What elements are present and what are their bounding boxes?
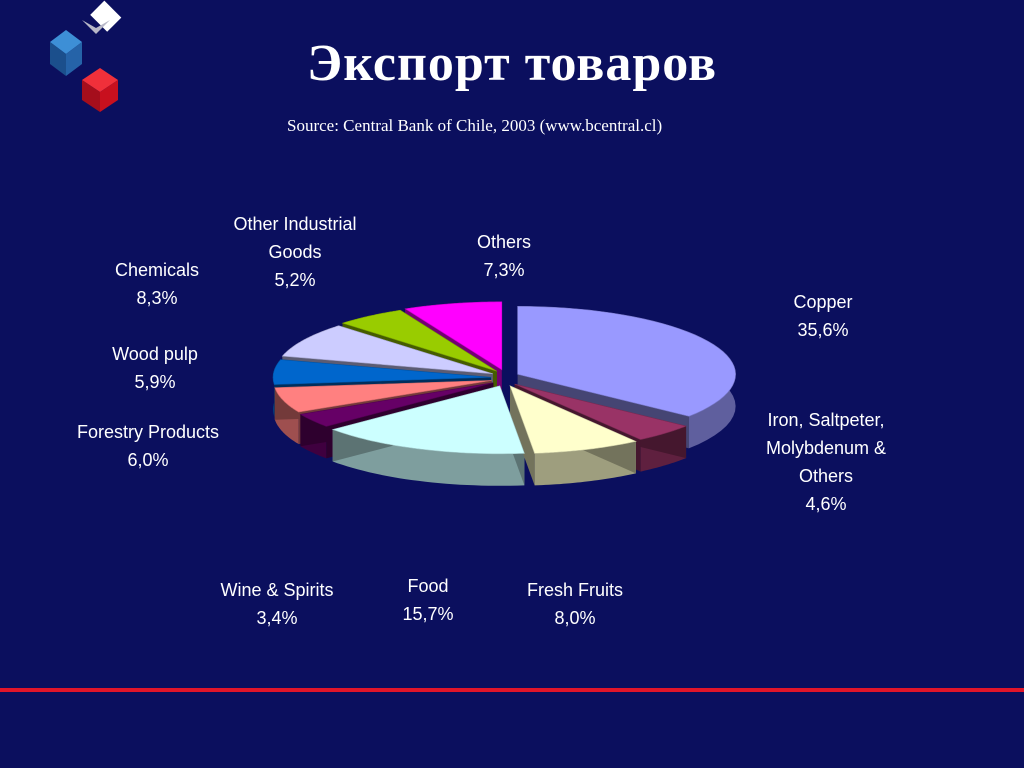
pie-slice-iron-saltpeter-molybdenum-others <box>514 383 688 440</box>
slice-label: Fresh Fruits 8,0% <box>527 576 623 632</box>
slice-label: Food 15,7% <box>402 572 453 628</box>
red-cube-icon <box>82 68 118 112</box>
slice-label: Iron, Saltpeter, Molybdenum & Others 4,6% <box>766 406 886 518</box>
pie-slice-copper <box>517 305 736 417</box>
page-title: Экспорт товаров <box>306 35 718 92</box>
pie-slice-wine-spirits <box>299 382 494 427</box>
slice-name: Iron, Saltpeter, <box>767 410 885 430</box>
slice-name: Forestry Products <box>76 422 220 442</box>
slice-name: Others <box>798 466 854 486</box>
slice-value: 3,4% <box>256 608 298 628</box>
slice-name: Other Industrial <box>233 214 357 234</box>
slice-label: Chemicals 8,3% <box>115 256 199 312</box>
pie-slice-forestry-products <box>274 380 492 413</box>
cubes-logo <box>50 0 122 112</box>
slice-name: Copper <box>793 292 853 312</box>
slice-value: 8,0% <box>554 608 596 628</box>
slice-label: Wood pulp 5,9% <box>112 340 198 396</box>
slice-name: Others <box>476 232 532 252</box>
slice-value: 15,7% <box>402 604 454 624</box>
slice-name: Fresh Fruits <box>526 580 624 600</box>
slice-value: 8,3% <box>136 288 178 308</box>
footer-divider <box>0 688 1024 692</box>
white-cube-icon <box>82 0 122 34</box>
source-note: Source: Central Bank of Chile, 2003 (www… <box>287 116 663 135</box>
slice-value: 6,0% <box>127 450 169 470</box>
pie-slice-chemicals <box>281 325 493 375</box>
slice-name: Wine & Spirits <box>220 580 334 600</box>
pie-slice-wood-pulp <box>272 359 492 385</box>
slice-label: Others 7,3% <box>477 228 531 284</box>
slice-name: Food <box>407 576 449 596</box>
slice-label: Other Industrial Goods 5,2% <box>233 210 356 294</box>
slice-label: Wine & Spirits 3,4% <box>220 576 333 632</box>
slice-name: Molybdenum & <box>765 438 887 458</box>
slice-value: 35,6% <box>797 320 849 340</box>
slice-name: Wood pulp <box>112 344 198 364</box>
slice-name: Goods <box>268 242 322 262</box>
blue-cube-icon <box>50 30 82 76</box>
pie-slice-fresh-fruits <box>509 385 637 454</box>
slice-value: 5,2% <box>274 270 316 290</box>
slice-name: Chemicals <box>114 260 200 280</box>
pie-slice-edge <box>509 385 535 486</box>
pie-slice-other-industrial-goods <box>341 309 497 372</box>
pie-slice-others <box>404 301 503 371</box>
slice-value: 7,3% <box>483 260 525 280</box>
slice-label: Copper 35,6% <box>793 288 852 344</box>
slice-value: 4,6% <box>805 494 847 514</box>
slice-value: 5,9% <box>134 372 176 392</box>
slice-label: Forestry Products 6,0% <box>77 418 219 474</box>
pie-slice-food <box>331 385 525 455</box>
